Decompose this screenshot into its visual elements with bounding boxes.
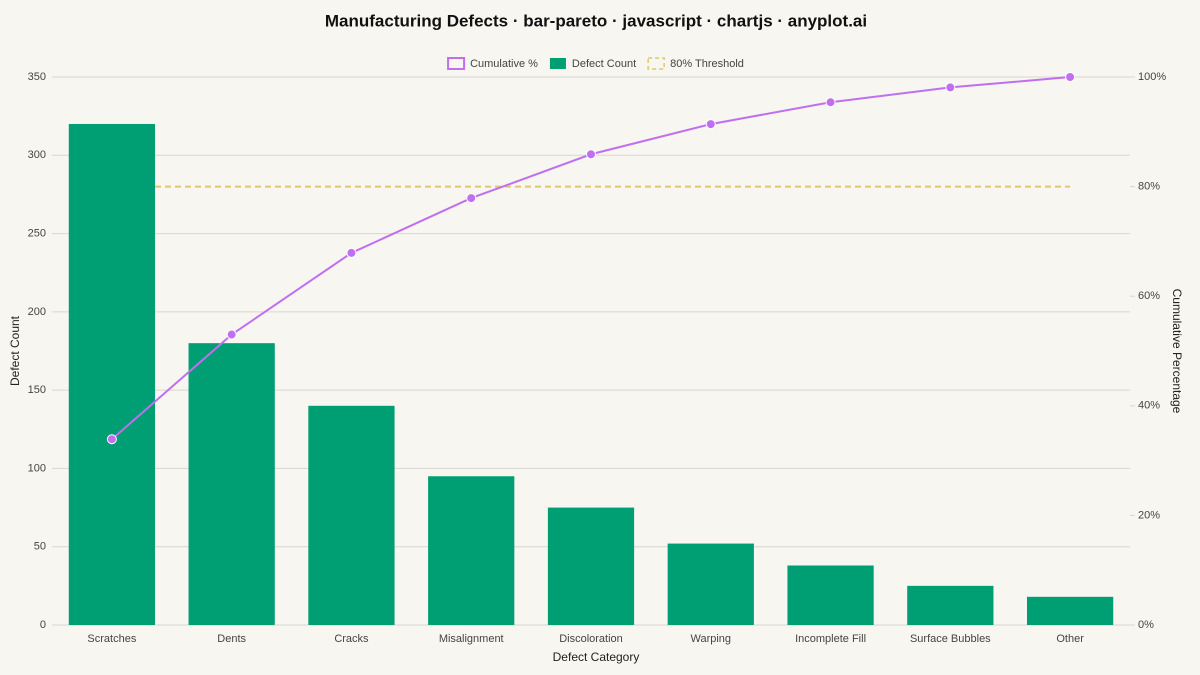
y2-tick-label: 20% (1138, 509, 1160, 521)
bar (68, 123, 156, 625)
y2-tick-label: 60% (1138, 290, 1160, 302)
bar (547, 507, 635, 625)
cumulative-point (825, 97, 836, 108)
x-tick-label: Cracks (334, 633, 369, 645)
cumulative-point (945, 82, 956, 93)
y-tick-label: 150 (28, 384, 46, 396)
bar (667, 543, 754, 625)
cumulative-point (226, 329, 237, 340)
x-tick-label: Misalignment (439, 633, 504, 645)
y-tick-label: 100 (28, 462, 46, 474)
chart-title: Manufacturing Defects · bar-pareto · jav… (325, 11, 867, 30)
x-tick-label: Surface Bubbles (910, 633, 991, 645)
x-tick-label: Scratches (87, 633, 136, 645)
bar (907, 585, 994, 625)
y2-axis-title: Cumulative Percentage (1170, 289, 1184, 414)
cumulative-point (346, 247, 357, 258)
legend-swatch (549, 58, 566, 69)
y2-tick-label: 80% (1138, 181, 1160, 193)
bar (428, 476, 515, 625)
legend-swatch (447, 57, 466, 70)
y-tick-label: 350 (28, 71, 46, 83)
cumulative-point (705, 119, 716, 130)
legend-swatch (647, 57, 665, 70)
bar (188, 343, 275, 625)
x-tick-label: Dents (217, 633, 246, 645)
x-tick-label: Warping (690, 633, 731, 645)
cumulative-point (586, 149, 596, 160)
x-tick-label: Discoloration (559, 633, 623, 645)
y-tick-label: 300 (28, 149, 46, 161)
legend-label: Defect Count (572, 58, 636, 70)
bar (308, 405, 395, 625)
y-tick-label: 250 (28, 227, 46, 239)
y-tick-label: 50 (34, 541, 46, 553)
cumulative-point (106, 434, 117, 445)
cumulative-point (1065, 72, 1076, 82)
y2-tick-label: 0% (1138, 619, 1154, 631)
x-axis-title: Defect Category (553, 650, 640, 664)
y-tick-label: 200 (28, 306, 46, 318)
y-axis-title: Defect Count (8, 315, 22, 386)
y2-tick-label: 40% (1138, 400, 1160, 412)
x-tick-label: Incomplete Fill (795, 633, 866, 645)
bar (1026, 596, 1114, 625)
legend-label: 80% Threshold (670, 58, 744, 70)
cumulative-point (466, 193, 477, 204)
y-tick-label: 0 (40, 619, 46, 631)
bar (787, 565, 874, 625)
y2-tick-label: 100% (1138, 71, 1166, 83)
legend-label: Cumulative % (470, 58, 538, 70)
x-tick-label: Other (1056, 633, 1084, 645)
